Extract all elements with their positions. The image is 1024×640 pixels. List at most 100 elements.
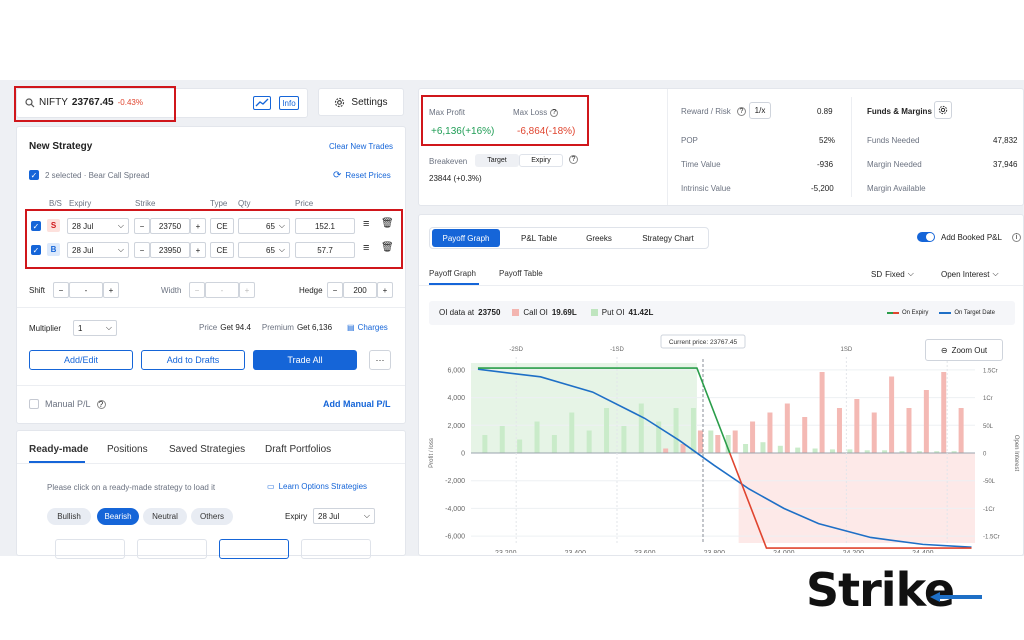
breakeven-expiry-toggle[interactable]: Expiry bbox=[519, 154, 563, 167]
put-oi-bar bbox=[586, 430, 592, 453]
manual-pl-checkbox[interactable] bbox=[29, 399, 39, 409]
type-field[interactable]: CE bbox=[210, 242, 234, 258]
put-oi-bar bbox=[882, 450, 888, 453]
width-field[interactable]: - bbox=[205, 282, 239, 298]
oi-select[interactable]: Open Interest bbox=[941, 269, 990, 279]
readymade-expiry-select[interactable]: 28 Jul ⌵ bbox=[313, 508, 375, 524]
oi-data-label: OI data at bbox=[439, 308, 475, 317]
ratio-toggle[interactable]: 1/x bbox=[749, 102, 771, 119]
strategy-card[interactable] bbox=[55, 539, 125, 559]
strike-field[interactable]: 23750 bbox=[150, 218, 190, 234]
strategy-card[interactable] bbox=[219, 539, 289, 559]
trash-icon[interactable]: 🗑 bbox=[381, 242, 394, 253]
sell-badge[interactable]: S bbox=[47, 219, 60, 232]
call-oi-bar bbox=[750, 421, 756, 453]
leg-checkbox[interactable]: ✓ bbox=[31, 245, 41, 255]
gear-icon bbox=[335, 97, 345, 107]
readymade-panel: Ready-made Positions Saved Strategies Dr… bbox=[16, 430, 406, 559]
payoff-chart[interactable]: 6,000 1.5Cr 4,000 1Cr 2,000 50L 0 0 -2,000 -50L -4… bbox=[419, 333, 1023, 553]
tab-saved-strategies[interactable]: Saved Strategies bbox=[169, 444, 246, 455]
leg-checkbox[interactable]: ✓ bbox=[31, 221, 41, 231]
hedge-minus-button[interactable]: − bbox=[327, 282, 343, 298]
charges-link[interactable]: Charges bbox=[357, 323, 388, 332]
clear-trades-link[interactable]: Clear New Trades bbox=[329, 142, 394, 151]
zoom-out-button[interactable]: ⊖ Zoom Out bbox=[925, 339, 1003, 361]
shift-plus-button[interactable]: + bbox=[103, 282, 119, 298]
tab-readymade[interactable]: Ready-made bbox=[29, 444, 89, 455]
sd-select[interactable]: Fixed bbox=[885, 269, 905, 279]
reset-prices-link[interactable]: Reset Prices bbox=[345, 171, 391, 180]
strike-field[interactable]: 23950 bbox=[150, 242, 190, 258]
menu-icon[interactable]: ≡ bbox=[363, 218, 370, 230]
tab-payoff-graph[interactable]: Payoff Graph bbox=[432, 229, 500, 247]
expiry-select[interactable]: 28 Jul ⌵ bbox=[67, 242, 129, 258]
trade-all-button[interactable]: Trade All bbox=[253, 350, 357, 370]
hedge-plus-button[interactable]: + bbox=[377, 282, 393, 298]
hedge-field[interactable]: 200 bbox=[343, 282, 377, 298]
tab-pl-table[interactable]: P&L Table bbox=[520, 233, 558, 243]
filter-others[interactable]: Others bbox=[191, 508, 233, 525]
add-to-drafts-button[interactable]: Add to Drafts bbox=[141, 350, 245, 370]
filter-bearish[interactable]: Bearish bbox=[97, 508, 139, 525]
width-plus-button[interactable]: + bbox=[239, 282, 255, 298]
width-minus-button[interactable]: − bbox=[189, 282, 205, 298]
tab-greeks[interactable]: Greeks bbox=[586, 233, 612, 243]
tab-strategy-chart[interactable]: Strategy Chart bbox=[642, 233, 694, 243]
chart-icon[interactable] bbox=[253, 96, 271, 110]
graph-panel: Payoff Graph P&L Table Greeks Strategy C… bbox=[418, 214, 1024, 556]
tab-positions[interactable]: Positions bbox=[107, 444, 148, 455]
active-tab-underline bbox=[29, 461, 85, 463]
type-field[interactable]: CE bbox=[210, 218, 234, 234]
learn-strategies-link[interactable]: Learn Options Strategies bbox=[278, 482, 368, 491]
booked-pl-toggle[interactable] bbox=[917, 232, 935, 242]
qty-select[interactable]: 65 ⌵ bbox=[238, 218, 290, 234]
strategy-card[interactable] bbox=[137, 539, 207, 559]
subtab-payoff-graph[interactable]: Payoff Graph bbox=[429, 269, 476, 278]
qty-select[interactable]: 65 ⌵ bbox=[238, 242, 290, 258]
max-loss-label: Max Loss bbox=[513, 108, 548, 117]
strike-minus-button[interactable]: − bbox=[134, 218, 150, 234]
settings-button[interactable]: Settings bbox=[318, 88, 404, 116]
add-manual-pl-link[interactable]: Add Manual P/L bbox=[323, 399, 391, 409]
strategy-card[interactable] bbox=[301, 539, 371, 559]
strike-plus-button[interactable]: + bbox=[190, 218, 206, 234]
expiry-select[interactable]: 28 Jul ⌵ bbox=[67, 218, 129, 234]
charges-icon[interactable]: ▤ bbox=[347, 323, 355, 332]
call-oi-bar bbox=[784, 403, 790, 453]
strike-plus-button[interactable]: + bbox=[190, 242, 206, 258]
multiplier-select[interactable]: 1 ⌵ bbox=[73, 320, 117, 336]
trash-icon[interactable]: 🗑 bbox=[381, 218, 394, 229]
selected-summary: 2 selected · Bear Call Spread bbox=[45, 170, 150, 180]
x-tick-label: 23,600 bbox=[634, 550, 656, 553]
menu-icon[interactable]: ≡ bbox=[363, 242, 370, 254]
right-tick-label: 1.5Cr bbox=[983, 368, 998, 374]
chevron-down-icon[interactable]: ⌵ bbox=[907, 269, 914, 278]
refresh-icon[interactable]: ⟳ bbox=[333, 170, 342, 181]
add-edit-button[interactable]: Add/Edit bbox=[29, 350, 133, 370]
breakeven-target-toggle[interactable]: Target bbox=[475, 154, 519, 167]
price-field[interactable]: 152.1 bbox=[295, 218, 355, 234]
select-all-checkbox[interactable]: ✓ bbox=[29, 170, 39, 180]
subtab-payoff-table[interactable]: Payoff Table bbox=[499, 269, 543, 278]
info-button[interactable]: Info bbox=[279, 96, 299, 110]
put-oi-bar bbox=[569, 412, 575, 453]
book-icon[interactable]: ▭ bbox=[267, 482, 275, 491]
put-oi-bar bbox=[795, 447, 801, 453]
filter-bullish[interactable]: Bullish bbox=[47, 508, 91, 525]
shift-field[interactable]: - bbox=[69, 282, 103, 298]
price-field[interactable]: 57.7 bbox=[295, 242, 355, 258]
tab-draft-portfolios[interactable]: Draft Portfolios bbox=[265, 444, 332, 455]
more-button[interactable]: ··· bbox=[369, 350, 391, 370]
filter-neutral[interactable]: Neutral bbox=[143, 508, 187, 525]
strike-minus-button[interactable]: − bbox=[134, 242, 150, 258]
chevron-down-icon[interactable]: ⌵ bbox=[992, 269, 999, 278]
reward-risk-label: Reward / Risk bbox=[681, 107, 731, 116]
funds-settings-button[interactable] bbox=[934, 101, 952, 119]
time-value-value: -936 bbox=[817, 160, 834, 169]
buy-badge[interactable]: B bbox=[47, 243, 60, 256]
search-bar[interactable]: NIFTY 23767.45 -0.43% Info bbox=[16, 88, 308, 118]
settings-label: Settings bbox=[351, 96, 388, 108]
premium-get: Get 6,136 bbox=[296, 323, 333, 332]
shift-minus-button[interactable]: − bbox=[53, 282, 69, 298]
chevron-down-icon: ⌵ bbox=[117, 245, 124, 254]
